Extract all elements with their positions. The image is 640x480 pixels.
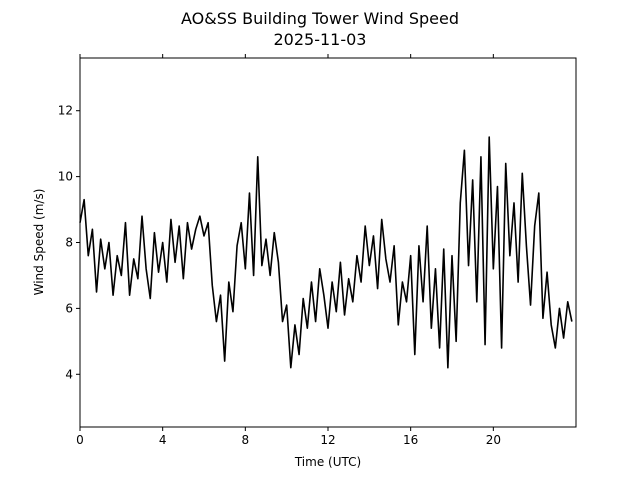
x-tick-label: 4 <box>159 433 167 447</box>
y-axis-label: Wind Speed (m/s) <box>32 189 46 296</box>
y-tick-label: 8 <box>65 236 73 250</box>
x-tick-label: 12 <box>320 433 335 447</box>
y-tick-label: 6 <box>65 301 73 315</box>
x-tick-label: 16 <box>403 433 418 447</box>
chart-title: AO&SS Building Tower Wind Speed <box>181 9 459 28</box>
y-tick-label: 10 <box>58 170 73 184</box>
x-axis-label: Time (UTC) <box>294 455 361 469</box>
chart-subtitle: 2025-11-03 <box>274 30 367 49</box>
y-tick-label: 12 <box>58 104 73 118</box>
wind-line <box>79 136 573 369</box>
x-tick-label: 20 <box>486 433 501 447</box>
x-tick-label: 8 <box>242 433 250 447</box>
x-tick-label: 0 <box>76 433 84 447</box>
y-tick-label: 4 <box>65 367 73 381</box>
